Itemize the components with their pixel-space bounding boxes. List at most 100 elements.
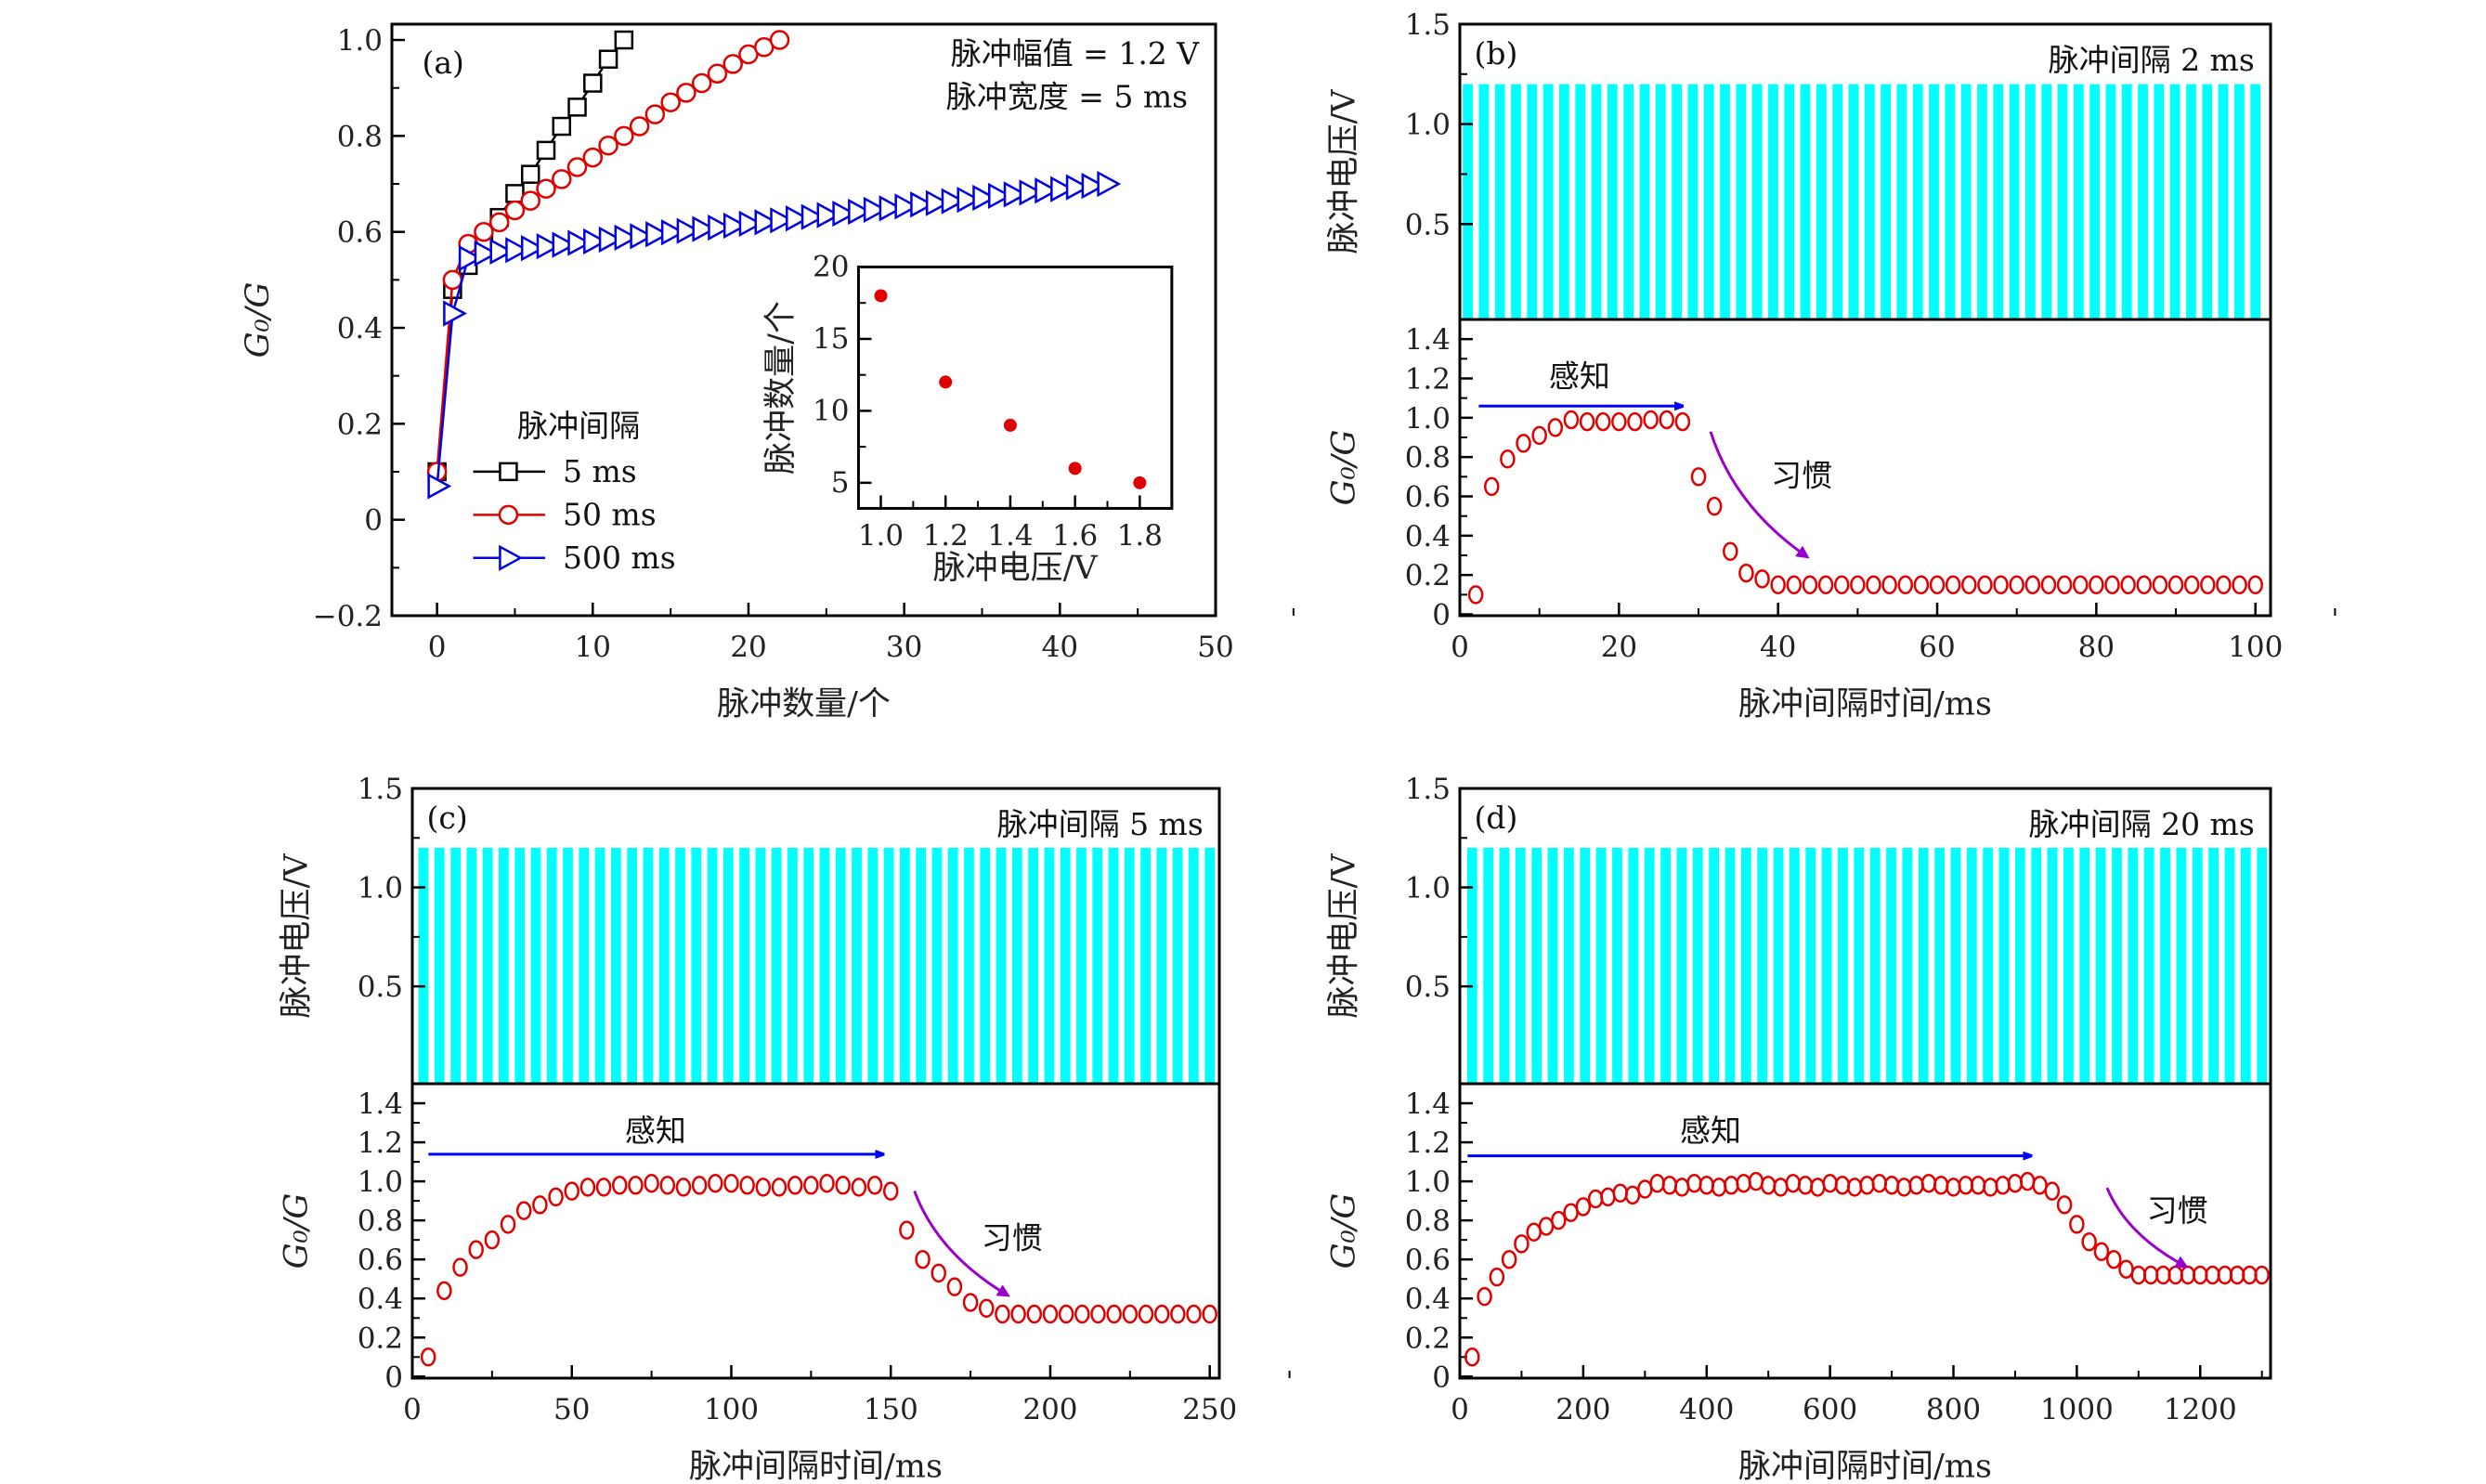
pulse-bar (1800, 84, 1811, 319)
pulse-bar (1720, 84, 1730, 319)
pulse-bar (2202, 84, 2213, 319)
response-point (1866, 575, 1881, 595)
y-tick-label: 0.6 (1405, 1243, 1451, 1277)
response-point (899, 1220, 915, 1240)
data-point (832, 200, 857, 228)
response-point (644, 1173, 659, 1193)
response-point (2089, 575, 2104, 595)
response-point (1738, 563, 1754, 583)
pulse-bar (1060, 847, 1071, 1084)
pulse-bar (755, 847, 766, 1084)
response-point (1724, 1176, 1739, 1195)
pulse-bar (1881, 84, 1891, 319)
x-tick-label: 40 (1760, 631, 1796, 664)
data-point (660, 92, 681, 112)
response-point (1659, 410, 1674, 430)
response-point (1501, 1249, 1517, 1269)
response-point (1563, 410, 1580, 430)
data-point (894, 193, 919, 220)
y-tick-label: 1.0 (1405, 1165, 1451, 1199)
data-point (474, 221, 494, 242)
y-tick-label: 20 (813, 250, 849, 283)
response-point (1624, 1185, 1641, 1205)
response-point (2180, 1265, 2196, 1285)
response-point (1010, 1304, 1026, 1324)
pulse-bar (1902, 847, 1913, 1084)
response-y-label: G₀/G (1325, 1193, 1362, 1269)
response-point (1514, 1234, 1529, 1254)
y-tick-label: 0.4 (337, 312, 383, 345)
response-point (1983, 1178, 1998, 1197)
response-point (915, 1249, 931, 1269)
y-tick-label: 0 (1432, 1360, 1451, 1394)
data-point (427, 473, 452, 500)
pulse-bar (1189, 847, 1199, 1084)
pulse-bar (883, 847, 894, 1084)
response-point (2072, 575, 2089, 595)
width-note: 脉冲宽度 = 5 ms (946, 78, 1188, 114)
pulse-bar (1655, 84, 1666, 319)
panel-label: (c) (426, 800, 467, 836)
legend-marker (498, 504, 519, 526)
response-point (1464, 1347, 1480, 1367)
response-point (2205, 1265, 2220, 1285)
data-point (520, 164, 540, 184)
pulse-bar (1703, 84, 1714, 319)
pulse-bar (1559, 84, 1569, 319)
y-axis-label: G₀/G (240, 282, 277, 358)
pulse-bar (1790, 847, 1800, 1084)
response-point (1961, 575, 1977, 595)
response-point (1920, 1173, 1937, 1193)
pulse-bar (2160, 847, 2170, 1084)
perception-label: 感知 (1549, 358, 1610, 395)
habituation-label: 习惯 (2147, 1192, 2208, 1229)
y-tick-label: 1.5 (358, 773, 403, 806)
response-point (1908, 1176, 1924, 1195)
response-point (1686, 1173, 1702, 1193)
response-point (2155, 1265, 2171, 1285)
pulse-bar (530, 847, 541, 1084)
response-point (946, 1277, 963, 1296)
y-tick-label: 1.0 (1405, 109, 1451, 142)
response-plot-area (410, 1082, 1221, 1380)
x-tick-label: 0 (428, 631, 447, 664)
pulse-bar (1838, 847, 1848, 1084)
pulse-bar (1564, 847, 1574, 1084)
response-point (1538, 1217, 1555, 1236)
data-point (708, 214, 733, 241)
response-point (2247, 575, 2263, 595)
response-plot-area (1458, 1082, 2272, 1380)
pulse-bar (1960, 84, 1972, 319)
pulse-bar (2014, 847, 2025, 1084)
pulse-bar (771, 847, 782, 1084)
pulse-bar (1204, 847, 1216, 1084)
data-point (863, 196, 888, 224)
pulse-bar (2025, 84, 2036, 319)
pulse-bar (1864, 84, 1875, 319)
pulse-bar (1483, 847, 1494, 1084)
pulse-bar (996, 847, 1007, 1084)
response-point (1106, 1304, 1122, 1324)
x-axis-label: 脉冲数量/个 (717, 686, 891, 723)
data-point (582, 147, 604, 168)
response-point (2105, 1249, 2122, 1269)
pulse-bar (2112, 847, 2122, 1084)
data-point (567, 229, 592, 256)
x-axis-label: 脉冲间隔时间/ms (689, 1449, 943, 1484)
y-tick-label: 0.6 (337, 216, 383, 250)
y-tick-label: 1.5 (1405, 8, 1451, 42)
inset-point (874, 289, 888, 303)
pulse-bar (2073, 84, 2084, 319)
response-point (1122, 1304, 1139, 1324)
response-point (2217, 1265, 2233, 1285)
pulse-bar (1805, 847, 1816, 1084)
pulse-bar (2257, 847, 2268, 1084)
response-point (2242, 1265, 2258, 1285)
pulse-bar (1709, 847, 1719, 1084)
data-point (504, 200, 526, 221)
response-point (1153, 1304, 1170, 1324)
response-point (1467, 585, 1484, 605)
data-point (722, 212, 748, 240)
pulse-bar (2138, 84, 2148, 319)
data-point (488, 212, 510, 233)
